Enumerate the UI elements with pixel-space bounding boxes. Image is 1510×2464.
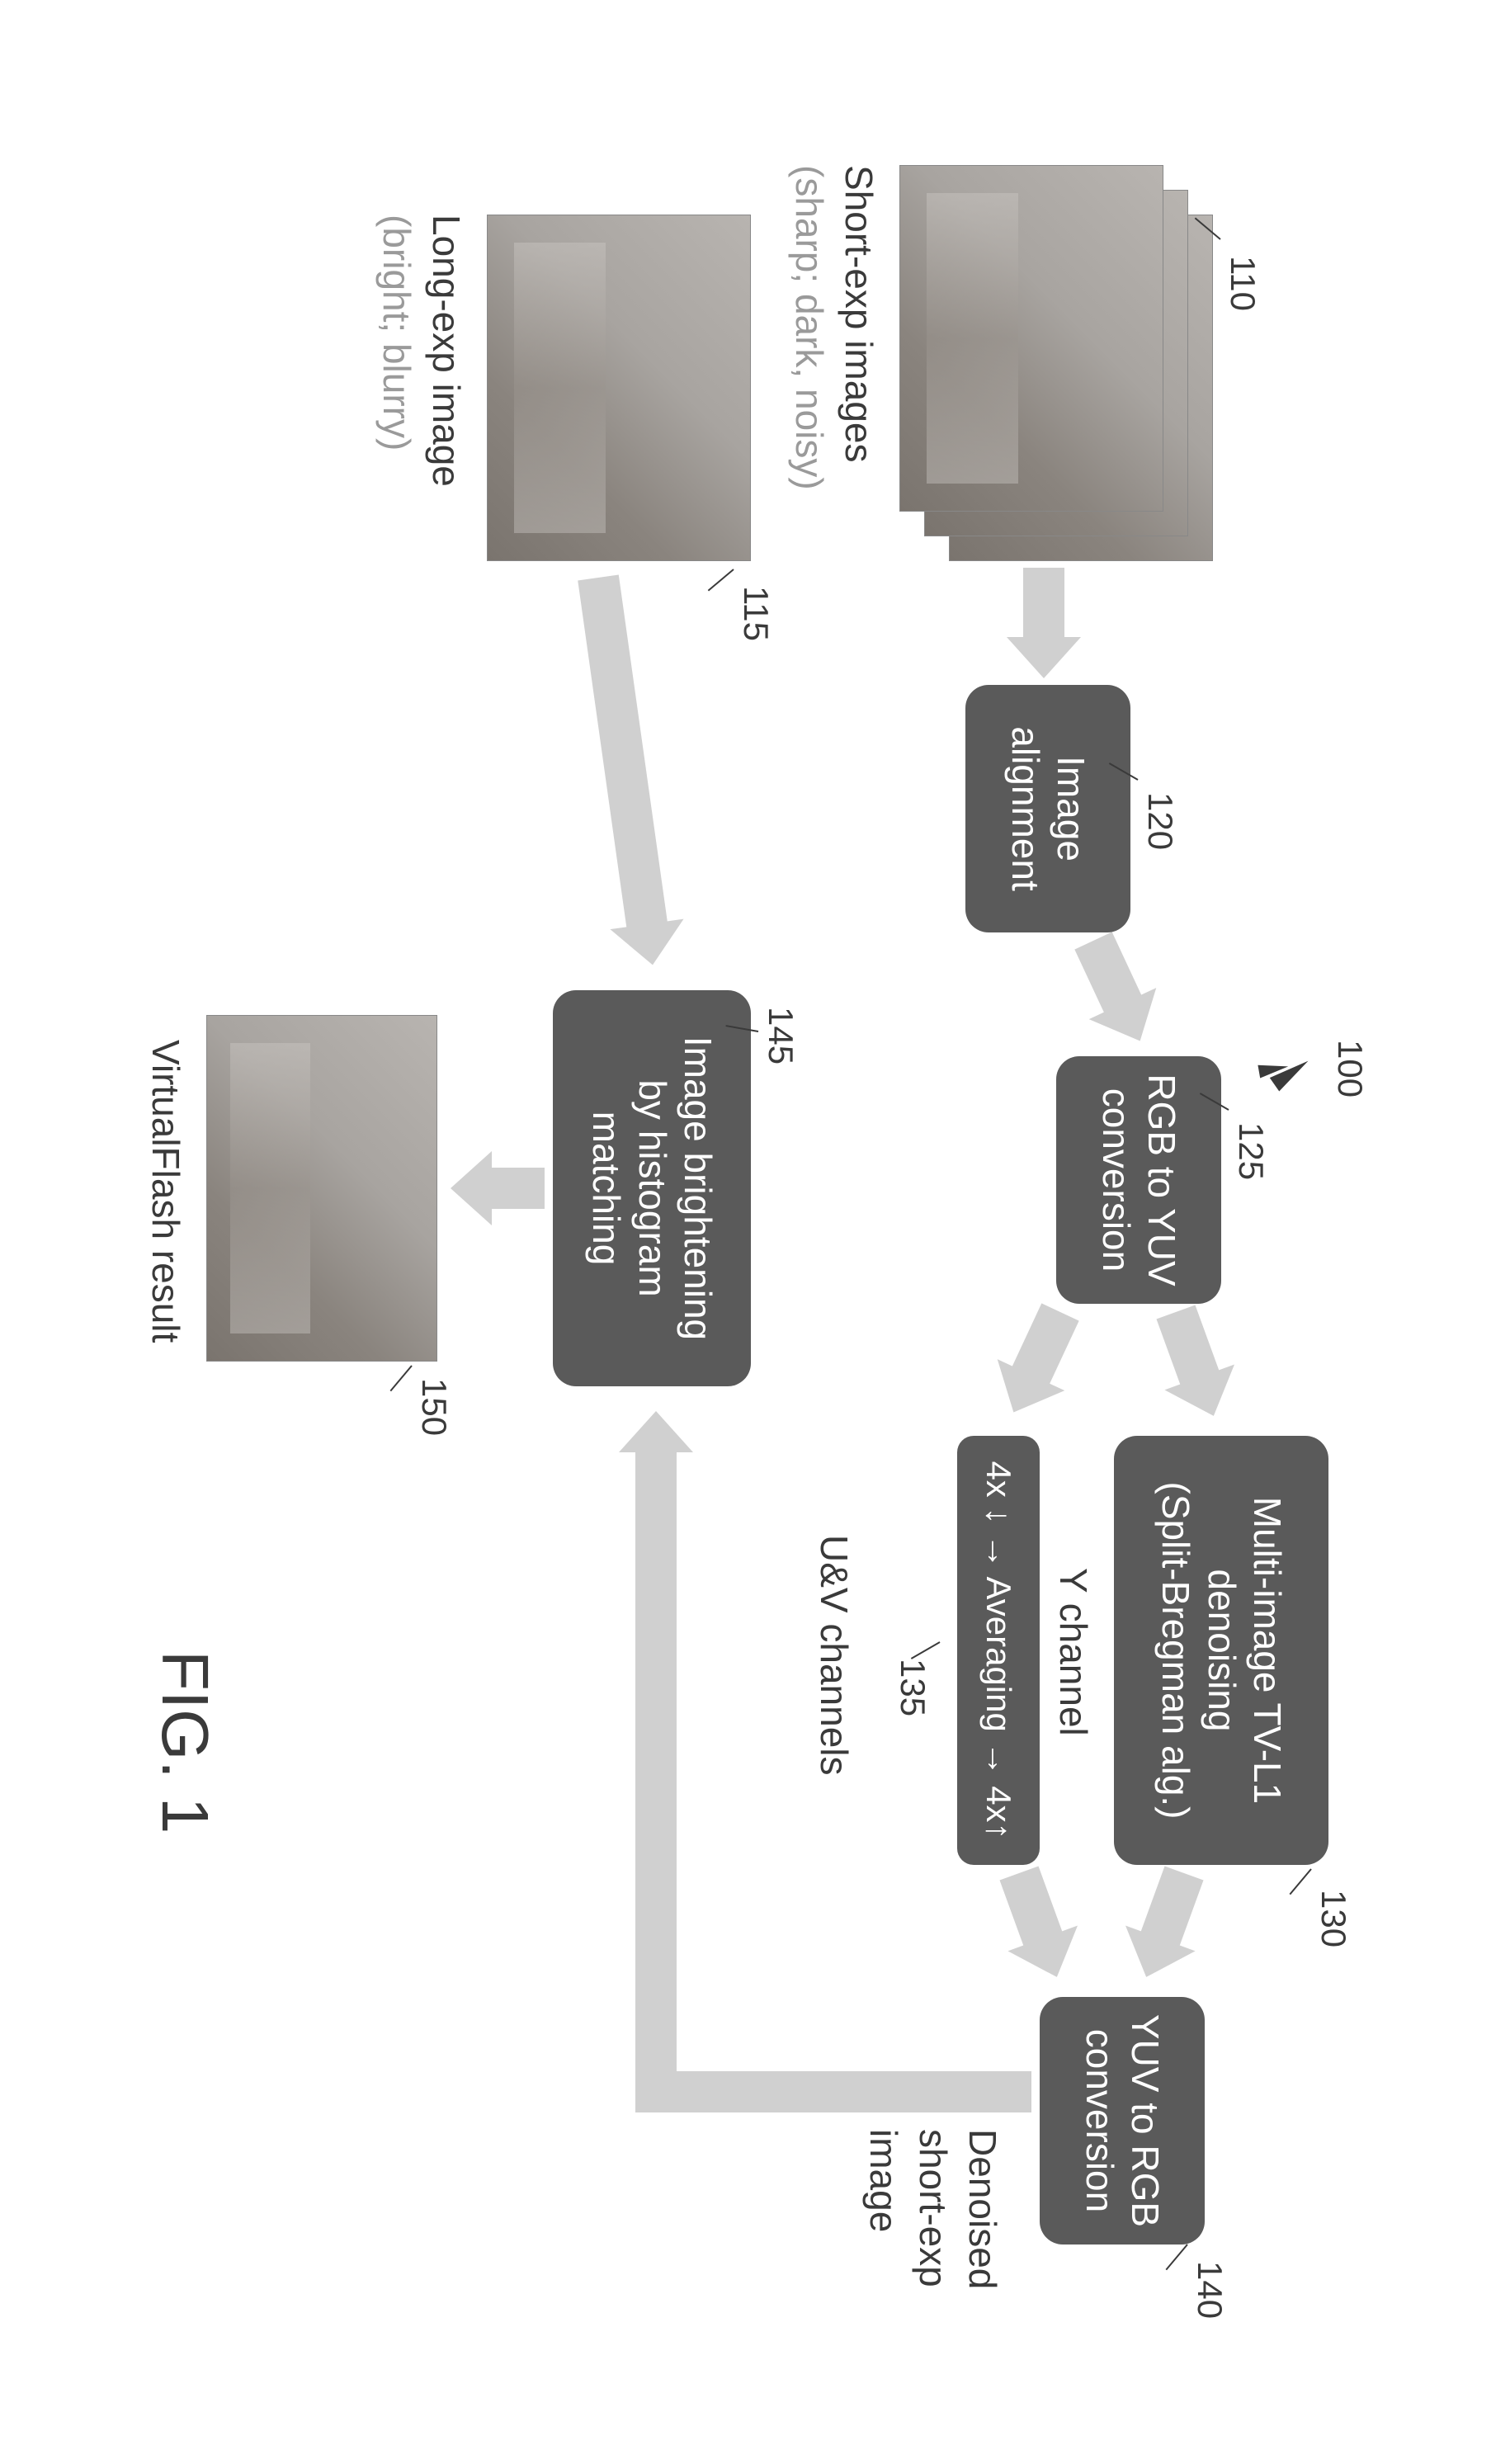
short-exp-image-1 [899,165,1163,512]
arrow-hist-to-result [487,1168,545,1209]
long-exp-ref: 115 [736,586,776,641]
arrow-rgb2yuv-to-avg [1010,1303,1078,1388]
node-hist-ref: 145 [761,1007,800,1064]
long-exp-label: Long-exp image (bright; blurry) [371,215,470,487]
short-exp-ref: 110 [1223,256,1262,311]
arrow-align-to-rgb2yuv [1074,932,1143,1017]
short-exp-label-line1: Short-exp images [838,165,880,463]
long-exp-label-line2: (bright; blurry) [375,215,418,451]
node-tvl1-leader [1290,1868,1312,1895]
arrow-stack-to-align [1023,568,1064,642]
long-exp-image [487,215,751,561]
denoised-label-l3: image [862,2129,905,2232]
node-rgb2yuv: RGB to YUV conversion [1056,1056,1221,1304]
node-yuv2rgb-text: YUV to RGB conversion [1077,2014,1168,2227]
arrow-yuv2rgb-to-hist [602,1403,1031,2129]
node-tvl1: Multi-image TV-L1 denoising (Split-Bregm… [1114,1436,1328,1865]
result-leader [390,1365,413,1391]
node-tvl1-ref: 130 [1314,1890,1353,1947]
system-ref: 100 [1330,1040,1370,1097]
node-yuv2rgb: YUV to RGB conversion [1040,1997,1205,2245]
system-ref-arrow [1270,1054,1313,1091]
figure-label: FIG. 1 [147,1650,223,1834]
result-label: VirtualFlash result [140,1040,190,1343]
long-exp-label-line1: Long-exp image [425,215,468,487]
result-ref: 150 [414,1378,454,1436]
node-yuv2rgb-leader [1166,2244,1188,2270]
long-exp-leader [708,569,734,591]
denoised-label-l2: short-exp [912,2129,955,2287]
node-yuv2rgb-ref: 140 [1190,2261,1229,2319]
denoised-label: Denoised short-exp image [859,2129,1007,2289]
diagram-canvas: 100 110 Short-exp images (sharp; dark, n… [0,0,1510,2464]
node-align-ref: 120 [1140,792,1180,850]
node-image-alignment-text: Image alignment [1003,726,1093,890]
node-hist-text: Image brightening by histogram matching [583,1036,720,1340]
arrow-tvl1-to-yuv2rgb [1140,1866,1204,1950]
node-hist-matching: Image brightening by histogram matching [553,990,751,1386]
node-rgb2yuv-text: RGB to YUV conversion [1093,1074,1184,1286]
node-image-alignment: Image alignment [965,685,1130,932]
y-channel-label: Y channel [1048,1568,1097,1736]
arrow-rgb2yuv-to-tvl1 [1157,1305,1221,1389]
node-tvl1-text: Multi-image TV-L1 denoising (Split-Bregm… [1153,1481,1290,1819]
denoised-label-l1: Denoised [961,2129,1004,2289]
result-image [206,1015,437,1362]
short-exp-label: Short-exp images (sharp; dark, noisy) [784,165,883,490]
short-exp-label-line2: (sharp; dark, noisy) [788,165,831,490]
node-rgb2yuv-ref: 125 [1231,1122,1271,1180]
arrow-longexp-to-hist [578,575,668,932]
